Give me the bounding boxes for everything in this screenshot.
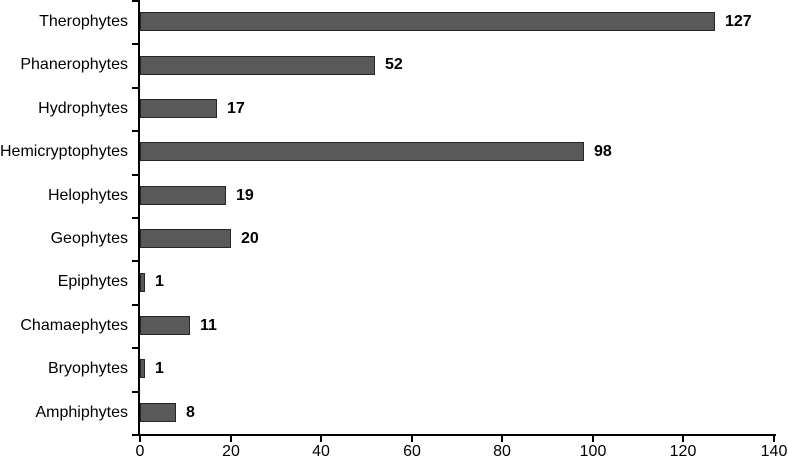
- value-label: 127: [725, 13, 752, 30]
- y-axis-tick: [132, 260, 138, 262]
- x-axis-tick: [230, 436, 232, 442]
- x-tick-label: 20: [222, 443, 240, 460]
- y-axis-tick: [132, 217, 138, 219]
- value-label: 8: [186, 404, 195, 421]
- value-label: 52: [385, 56, 403, 73]
- y-axis-tick: [132, 347, 138, 349]
- x-tick-label: 80: [493, 443, 511, 460]
- category-label: Therophytes: [39, 13, 128, 30]
- x-axis-tick: [411, 436, 413, 442]
- x-axis-line: [138, 434, 776, 436]
- y-axis-tick: [132, 434, 138, 436]
- category-label: Epiphytes: [57, 273, 128, 290]
- value-label: 1: [155, 273, 164, 290]
- category-label: Phanerophytes: [20, 56, 128, 73]
- x-tick-label: 0: [135, 443, 145, 460]
- x-tick-label: 120: [669, 443, 697, 460]
- y-axis-tick: [132, 391, 138, 393]
- x-tick-label: 60: [403, 443, 421, 460]
- bar: [140, 273, 145, 292]
- x-tick-label: 140: [760, 443, 788, 460]
- bar: [140, 142, 584, 161]
- y-axis-line: [138, 0, 140, 436]
- x-tick-label: 40: [312, 443, 330, 460]
- category-label: Hydrophytes: [38, 100, 128, 117]
- y-axis-tick: [132, 304, 138, 306]
- category-label: Geophytes: [50, 230, 128, 247]
- y-axis-tick: [132, 130, 138, 132]
- category-label: Hemicryptophytes: [0, 143, 129, 160]
- x-axis-tick: [139, 436, 141, 442]
- bar: [140, 186, 226, 205]
- x-tick-label: 100: [579, 443, 607, 460]
- value-label: 98: [594, 143, 612, 160]
- bar: [140, 99, 217, 118]
- x-axis-tick: [320, 436, 322, 442]
- value-label: 20: [241, 230, 259, 247]
- value-label: 17: [227, 100, 245, 117]
- y-axis-tick: [132, 174, 138, 176]
- y-axis-tick: [132, 43, 138, 45]
- category-label: Amphiphytes: [35, 404, 129, 421]
- y-axis-tick: [132, 87, 138, 89]
- value-label: 11: [200, 317, 217, 334]
- value-label: 1: [155, 360, 164, 377]
- bar: [140, 403, 176, 422]
- x-axis-tick: [592, 436, 594, 442]
- value-label: 19: [236, 187, 254, 204]
- bar: [140, 56, 375, 75]
- category-label: Helophytes: [47, 187, 128, 204]
- y-axis-tick: [132, 0, 138, 2]
- bar: [140, 229, 231, 248]
- x-axis-tick: [682, 436, 684, 442]
- x-axis-tick: [501, 436, 503, 442]
- bar: [140, 359, 145, 378]
- bar: [140, 12, 715, 31]
- bar: [140, 316, 190, 335]
- x-axis-tick: [773, 436, 775, 442]
- category-label: Chamaephytes: [20, 317, 128, 334]
- category-label: Bryophytes: [47, 360, 128, 377]
